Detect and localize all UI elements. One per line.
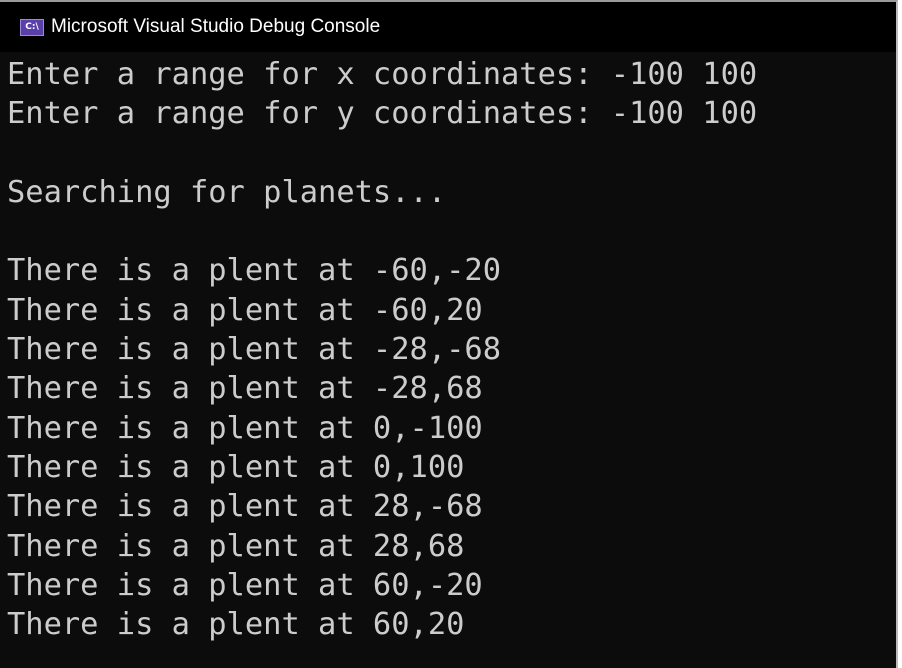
console-line: [7, 212, 896, 251]
console-line: There is a plent at -28,-68: [7, 332, 502, 368]
console-line: There is a plent at 28,-68: [7, 489, 483, 525]
title-bar[interactable]: C:\ Microsoft Visual Studio Debug Consol…: [0, 2, 896, 52]
console-line: There is a plent at 0,100: [7, 449, 465, 485]
console-line: [7, 134, 896, 173]
console-line: There is a plent at 0,-100: [7, 410, 483, 446]
window-title: Microsoft Visual Studio Debug Console: [51, 16, 381, 37]
console-line: Searching for planets...: [7, 174, 447, 210]
console-app-icon: C:\: [20, 18, 44, 36]
console-output[interactable]: Enter a range for x coordinates: -100 10…: [0, 52, 896, 644]
console-line: There is a plent at 60,20: [7, 607, 465, 643]
console-line: There is a plent at 28,68: [7, 528, 465, 564]
console-line: There is a plent at -60,-20: [7, 253, 502, 289]
console-line: Enter a range for x coordinates: -100 10…: [7, 57, 758, 92]
console-line: Enter a range for y coordinates: -100 10…: [7, 96, 758, 132]
console-line: There is a plent at -60,20: [7, 292, 483, 328]
console-line: There is a plent at 60,-20: [7, 567, 483, 603]
console-line: There is a plent at -28,68: [7, 371, 483, 407]
